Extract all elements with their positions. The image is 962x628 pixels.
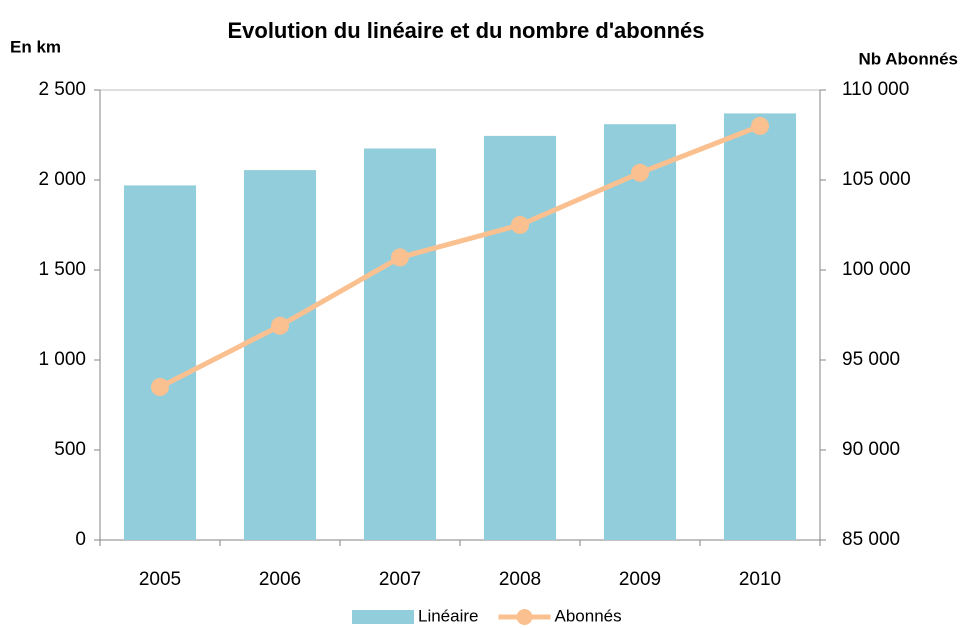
y2-axis-title: Nb Abonnés — [859, 49, 958, 68]
legend-label: Abonnés — [555, 606, 622, 625]
x-tick-label: 2007 — [379, 569, 421, 590]
legend-marker — [516, 609, 533, 625]
y2-tick-label: 100 000 — [842, 259, 911, 280]
bar — [124, 185, 196, 540]
y-axis-title: En km — [10, 37, 61, 56]
bar — [244, 170, 316, 540]
bar — [364, 148, 436, 540]
y-tick-label: 2 000 — [38, 169, 86, 190]
y2-tick-label: 95 000 — [842, 349, 900, 370]
marker — [511, 216, 529, 234]
x-tick-label: 2006 — [259, 569, 301, 590]
y2-tick-label: 105 000 — [842, 169, 911, 190]
x-tick-label: 2009 — [619, 569, 661, 590]
bar — [604, 124, 676, 540]
y-tick-label: 1 000 — [38, 349, 86, 370]
bar — [724, 113, 796, 541]
x-tick-label: 2005 — [139, 569, 181, 590]
legend-swatch — [352, 610, 414, 624]
legend-label: Linéaire — [418, 606, 479, 625]
y-tick-label: 500 — [54, 439, 86, 460]
plot-border — [99, 89, 821, 541]
marker — [391, 248, 409, 267]
x-tick-label: 2010 — [739, 569, 781, 590]
y2-tick-label: 85 000 — [842, 529, 900, 550]
marker — [151, 378, 169, 396]
marker — [631, 163, 649, 182]
marker — [751, 117, 769, 135]
y2-tick-label: 110 000 — [842, 79, 909, 100]
y-tick-label: 2 500 — [38, 79, 86, 100]
y-tick-label: 0 — [75, 529, 86, 550]
x-tick-label: 2008 — [499, 569, 541, 590]
line — [158, 123, 761, 390]
marker — [271, 316, 289, 335]
y2-tick-label: 90 000 — [842, 439, 900, 460]
chart-title: Evolution du linéaire et du nombre d'abo… — [227, 18, 704, 43]
bar — [484, 135, 556, 540]
y-tick-label: 1 500 — [38, 259, 86, 280]
